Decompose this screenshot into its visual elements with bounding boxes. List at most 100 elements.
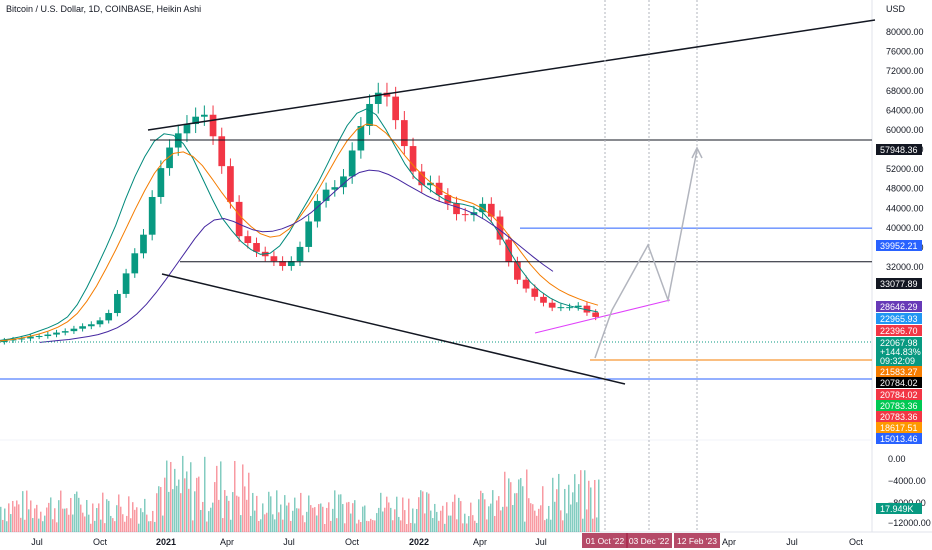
volume-bar <box>140 508 142 532</box>
volume-bar <box>402 497 404 532</box>
volume-bar <box>172 489 174 532</box>
volume-bar <box>168 491 170 532</box>
volume-bar <box>458 497 460 532</box>
volume-bar <box>240 515 242 532</box>
volume-bar <box>88 514 90 532</box>
candle <box>392 96 399 121</box>
volume-bar <box>18 504 20 532</box>
volume-bar <box>248 472 250 532</box>
price-label-badge <box>876 422 922 433</box>
volume-bar <box>22 491 24 532</box>
volume-bar <box>2 519 4 532</box>
price-label: 09:32:09 <box>880 356 915 366</box>
price-label-badge <box>876 433 922 444</box>
volume-bar <box>362 506 364 532</box>
volume-bar <box>400 520 402 532</box>
candle <box>531 288 539 297</box>
volume-bar <box>154 521 156 532</box>
price-label-badge <box>876 346 922 357</box>
volume-bar <box>392 520 394 532</box>
volume-bar <box>124 521 126 532</box>
volume-bar <box>208 511 210 532</box>
volume-bar <box>120 506 122 532</box>
volume-bar <box>566 513 568 532</box>
volume-bar <box>522 486 524 532</box>
candle <box>140 234 147 254</box>
candle <box>114 293 121 314</box>
volume-bar <box>486 519 488 532</box>
volume-bar <box>422 491 424 532</box>
volume-bar <box>284 495 286 532</box>
volume-bar <box>90 523 92 532</box>
volume-bar <box>588 480 590 532</box>
volume-bar <box>276 490 278 532</box>
candle <box>253 243 260 252</box>
volume-bar <box>558 473 560 532</box>
volume-bar <box>388 502 390 532</box>
projection-path <box>594 149 698 359</box>
volume-bar <box>572 492 574 532</box>
volume-bar <box>364 505 366 532</box>
volume-bar <box>512 505 514 532</box>
volume-bar <box>418 497 420 532</box>
volume-bar <box>488 506 490 532</box>
volume-bar <box>506 506 508 532</box>
volume-bar <box>250 515 252 532</box>
y-tick-label: 40000.00 <box>886 223 924 233</box>
volume-bar <box>72 514 74 532</box>
volume-bar <box>490 503 492 532</box>
volume-bar <box>98 503 100 532</box>
volume-bar <box>134 509 136 532</box>
volume-bar <box>538 508 540 532</box>
y-tick-label: 32000.00 <box>886 262 924 272</box>
volume-bar <box>386 496 388 532</box>
volume-bar <box>272 514 274 532</box>
volume-bar <box>310 505 312 532</box>
volume-bar <box>162 515 164 532</box>
volume-bar <box>196 477 198 532</box>
volume-bar <box>68 514 70 532</box>
candle <box>401 120 408 147</box>
volume-bar <box>174 468 176 532</box>
volume-bar <box>428 493 430 532</box>
time-marker-label: 12 Feb '23 <box>677 536 717 546</box>
volume-bar <box>8 503 10 532</box>
candle <box>148 196 156 235</box>
volume-bar <box>62 508 64 532</box>
volume-bar <box>58 500 60 532</box>
volume-bar <box>382 511 384 532</box>
y-tick-label: 64000.00 <box>886 105 924 115</box>
volume-bar <box>568 484 570 532</box>
volume-bar <box>106 499 108 532</box>
candle <box>557 307 565 309</box>
moving-average-line <box>0 108 599 341</box>
price-label-badge <box>876 400 922 411</box>
volume-bar <box>334 490 336 532</box>
volume-bar <box>110 515 112 532</box>
volume-bar <box>24 519 26 532</box>
x-tick-label: Jul <box>283 537 295 547</box>
candle <box>427 182 434 186</box>
volume-bar <box>26 490 28 532</box>
candle <box>548 302 556 308</box>
volume-bar <box>492 490 494 532</box>
volume-bar <box>510 482 512 532</box>
volume-bar <box>570 504 572 532</box>
volume-bar <box>288 502 290 532</box>
volume-bar <box>10 514 12 532</box>
volume-bar <box>336 518 338 532</box>
volume-bar <box>220 461 222 532</box>
volume-bar <box>368 521 370 532</box>
price-label-badge <box>876 313 922 324</box>
volume-bar <box>194 491 196 532</box>
x-tick-label: Oct <box>345 537 360 547</box>
volume-bar <box>12 500 14 532</box>
price-label: 22067.98 <box>880 338 918 348</box>
price-label-badge <box>876 355 922 366</box>
volume-bar <box>430 510 432 532</box>
volume-bar <box>484 499 486 532</box>
volume-bar <box>76 491 78 532</box>
volume-bar <box>100 519 102 532</box>
price-label: 18617.51 <box>880 423 918 433</box>
